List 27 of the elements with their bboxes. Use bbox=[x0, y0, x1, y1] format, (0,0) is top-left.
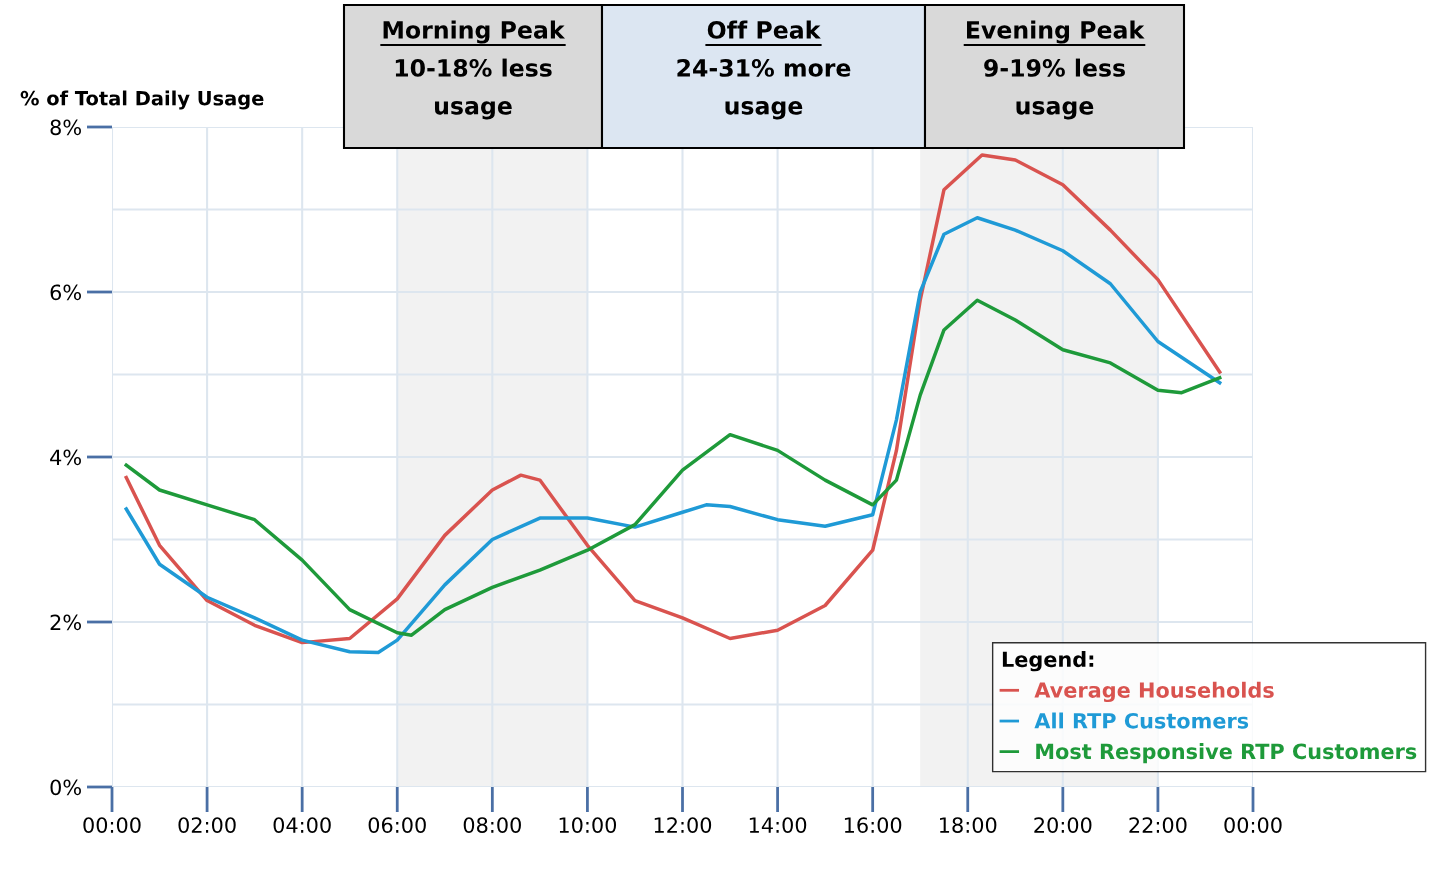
x-tick-label: 04:00 bbox=[273, 817, 331, 833]
text: Off Peak 24-31% more usage bbox=[677, 20, 851, 120]
text: Morning Peak 10-18% less usage bbox=[383, 20, 566, 120]
x-tick-label: 08:00 bbox=[463, 817, 521, 833]
x-tick-label: 16:00 bbox=[844, 817, 902, 833]
x-tick-label: 02:00 bbox=[178, 817, 236, 833]
text: Evening Peak 9-19% less usage bbox=[967, 20, 1145, 120]
x-tick-label: 00:00 bbox=[1224, 817, 1282, 833]
line-series bbox=[124, 298, 1222, 637]
legend-title: Legend: bbox=[1002, 651, 1094, 672]
y-axis-title: % of Total Daily Usage bbox=[20, 90, 264, 110]
x-tick-label: 12:00 bbox=[654, 817, 712, 833]
y-tick-label: 8% bbox=[50, 119, 81, 136]
y-tick-label: 2% bbox=[50, 614, 81, 631]
legend-label: Average Households bbox=[1034, 681, 1274, 703]
x-tick-label: 20:00 bbox=[1034, 817, 1092, 833]
x-tick-label: 10:00 bbox=[559, 817, 617, 833]
x-tick-label: 06:00 bbox=[368, 817, 426, 833]
legend-label: All RTP Customers bbox=[1034, 712, 1249, 729]
y-tick-label: 4% bbox=[50, 449, 81, 466]
x-tick-label: 14:00 bbox=[749, 817, 807, 833]
y-tick-label: 6% bbox=[50, 284, 81, 301]
legend-label: Most Responsive RTP Customers bbox=[1036, 743, 1417, 764]
x-tick-label: 18:00 bbox=[940, 817, 997, 833]
x-tick-label: 00:00 bbox=[83, 817, 141, 833]
y-tick-label: 0% bbox=[50, 779, 81, 796]
x-tick-label: 22:00 bbox=[1129, 817, 1187, 833]
